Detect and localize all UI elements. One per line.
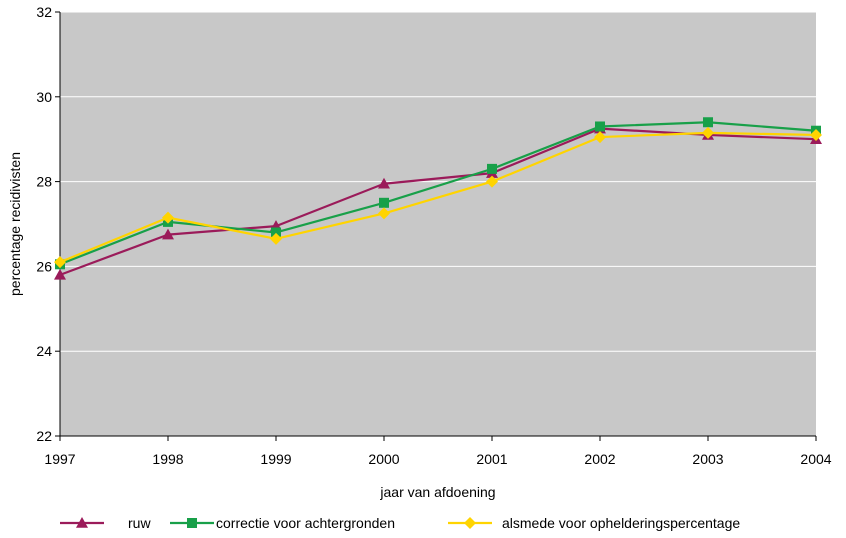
y-tick-label: 28: [36, 174, 52, 190]
x-tick-label: 2003: [692, 451, 723, 467]
data-point: [703, 117, 713, 128]
x-tick-label: 2004: [800, 451, 831, 467]
x-tick-label: 2001: [476, 451, 507, 467]
data-point: [271, 227, 281, 238]
axes: [59, 12, 816, 437]
legend-label: ruw: [128, 515, 151, 531]
legend-item: alsmede voor ophelderingspercentage: [448, 515, 740, 531]
data-point: [378, 177, 390, 189]
y-tick-label: 26: [36, 258, 52, 274]
y-tick-label: 32: [36, 4, 52, 20]
x-axis-ticks: 1997 1998 1999 2000 2001 2002 2003 2004: [44, 436, 832, 467]
legend-item: ruw: [60, 515, 151, 531]
x-tick-label: 2000: [368, 451, 399, 467]
x-axis-title: jaar van afdoening: [379, 484, 495, 500]
legend-marker: [464, 517, 476, 529]
data-point: [378, 207, 390, 220]
data-point: [594, 131, 606, 144]
data-point: [270, 232, 282, 245]
data-point: [162, 211, 174, 224]
series-line: [59, 131, 817, 264]
x-tick-label: 1997: [44, 451, 75, 467]
data-point: [486, 175, 498, 188]
legend-marker: [187, 518, 197, 528]
data-point: [162, 228, 174, 240]
legend-label: alsmede voor ophelderingspercentage: [502, 515, 740, 531]
data-point: [810, 128, 822, 141]
data-point: [595, 121, 605, 132]
x-tick-label: 1999: [260, 451, 291, 467]
legend: ruw correctie voor achtergronden alsmede v…: [60, 515, 740, 531]
legend-item: correctie voor achtergronden: [170, 515, 395, 531]
series-3: [54, 126, 822, 269]
plot-area: [60, 12, 816, 436]
y-axis-title: percentage recidivisten: [7, 152, 23, 296]
gridlines: [60, 11, 816, 352]
data-point: [702, 126, 714, 139]
data-point: [379, 197, 389, 208]
x-tick-label: 2002: [584, 451, 615, 467]
data-point: [54, 268, 66, 280]
data-point: [487, 163, 497, 174]
legend-marker: [76, 517, 88, 528]
y-axis-ticks: 22 24 26 28 30 32: [36, 4, 60, 444]
legend-label: correctie voor achtergronden: [216, 515, 395, 531]
series-group: [54, 117, 822, 280]
x-tick-label: 1998: [152, 451, 183, 467]
y-tick-label: 22: [36, 428, 52, 444]
y-tick-label: 24: [36, 343, 52, 359]
y-tick-label: 30: [36, 89, 52, 105]
series-line: [59, 121, 817, 266]
data-point: [54, 256, 66, 269]
